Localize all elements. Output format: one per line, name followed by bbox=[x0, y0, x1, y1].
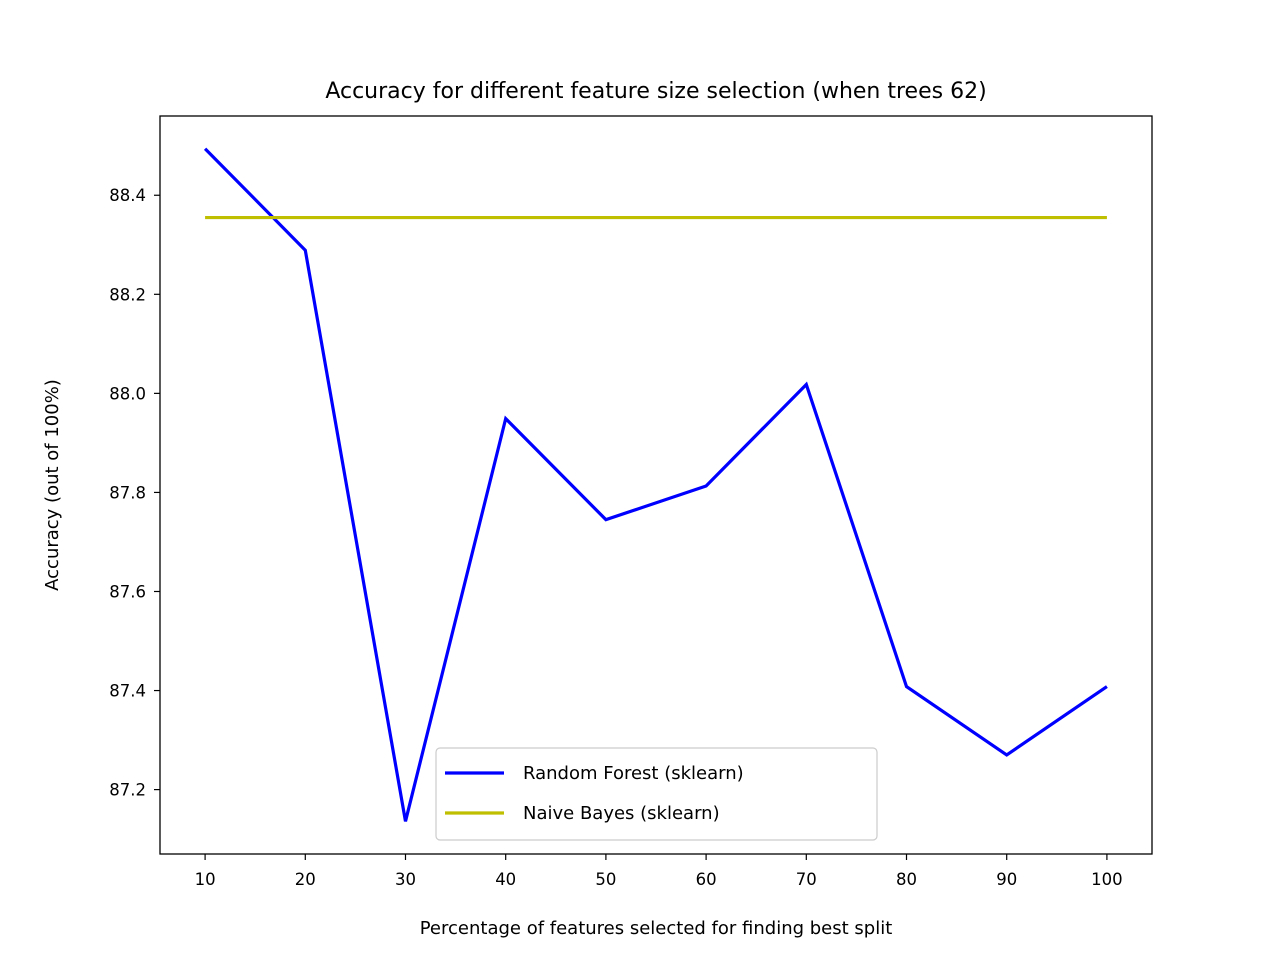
x-tick-label: 10 bbox=[195, 870, 216, 889]
y-axis-label: Accuracy (out of 100%) bbox=[42, 379, 63, 591]
x-tick-label: 80 bbox=[896, 870, 917, 889]
y-tick-label: 88.0 bbox=[109, 384, 146, 403]
legend-label-1: Naive Bayes (sklearn) bbox=[523, 803, 720, 824]
x-tick-label: 20 bbox=[295, 870, 316, 889]
chart-title: Accuracy for different feature size sele… bbox=[325, 79, 986, 104]
x-tick-label: 90 bbox=[996, 870, 1017, 889]
y-tick-label: 87.8 bbox=[109, 483, 146, 502]
legend-box bbox=[435, 747, 878, 841]
y-tick-label: 88.2 bbox=[109, 285, 146, 304]
x-axis-label: Percentage of features selected for find… bbox=[420, 918, 893, 939]
y-tick-label: 88.4 bbox=[109, 186, 146, 205]
plot-area-frame bbox=[159, 115, 1153, 855]
x-tick-label: 40 bbox=[495, 870, 516, 889]
x-tick-label: 50 bbox=[595, 870, 616, 889]
x-tick-label: 100 bbox=[1091, 870, 1123, 889]
legend-label-0: Random Forest (sklearn) bbox=[523, 763, 744, 784]
x-tick-label: 30 bbox=[395, 870, 416, 889]
x-tick-label: 60 bbox=[696, 870, 717, 889]
y-tick-label: 87.2 bbox=[109, 781, 146, 800]
series-line-0 bbox=[203, 147, 1108, 822]
y-tick-label: 87.4 bbox=[109, 682, 146, 701]
x-tick-label: 70 bbox=[796, 870, 817, 889]
y-tick-label: 87.6 bbox=[109, 582, 146, 601]
